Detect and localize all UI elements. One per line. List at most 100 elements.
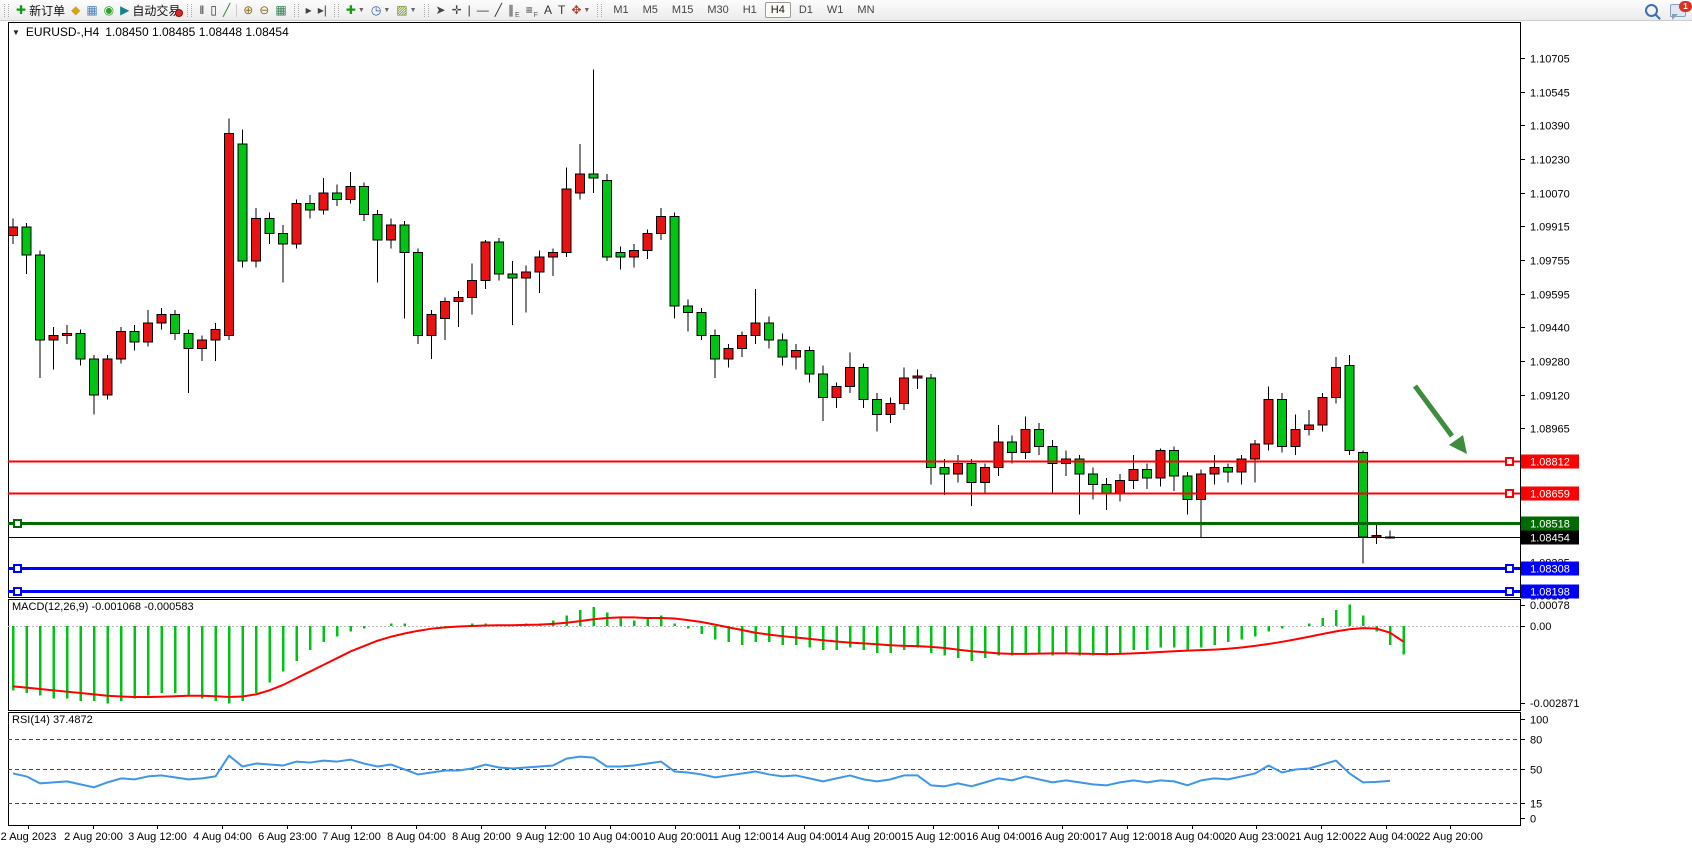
- timeframe-d1-button[interactable]: D1: [798, 4, 813, 16]
- candle: [264, 218, 275, 235]
- trendline-button[interactable]: ╱: [492, 1, 505, 19]
- candle: [669, 216, 680, 307]
- chat-icon[interactable]: 1: [1670, 0, 1692, 20]
- time-tick-label: 10 Aug 04:00: [578, 831, 643, 843]
- auto-scroll-icon: ▸: [305, 3, 312, 17]
- candle: [899, 377, 909, 405]
- time-tick-label: 9 Aug 12:00: [516, 831, 575, 843]
- support-line-blue-2-handle: [1505, 587, 1514, 596]
- search-icon[interactable]: [1645, 3, 1658, 17]
- support-line-blue-1-handle: [1505, 564, 1514, 573]
- time-tick-label: 16 Aug 20:00: [1030, 831, 1095, 843]
- candle: [1358, 452, 1368, 538]
- macd-signal-line: [12, 616, 1405, 699]
- chart-header[interactable]: ▼ EURUSD-,H4 1.08450 1.08485 1.08448 1.0…: [12, 25, 289, 39]
- candle-chart-button[interactable]: ▯: [207, 1, 220, 19]
- candle: [1047, 445, 1058, 464]
- candle: [372, 213, 383, 241]
- time-tick-label: 16 Aug 04:00: [966, 831, 1031, 843]
- timeframe-h4-button[interactable]: H4: [764, 2, 791, 18]
- new-order-button[interactable]: ✚ 新订单: [13, 1, 68, 19]
- candle: [1155, 450, 1166, 479]
- macd-axis-label: 0.00: [1530, 621, 1551, 633]
- tile-windows-button[interactable]: ▦: [272, 1, 289, 19]
- timeframe-w1-button[interactable]: W1: [826, 4, 844, 16]
- text-label-icon: T: [558, 3, 566, 17]
- timeframe-m5-button[interactable]: M5: [642, 4, 658, 16]
- candle: [8, 226, 18, 237]
- support-line-green-price-label: 1.08518: [1530, 519, 1570, 531]
- candle: [1020, 428, 1031, 454]
- candle: [602, 179, 612, 258]
- timeframe-mn-button[interactable]: MN: [857, 4, 875, 16]
- line-chart-button[interactable]: ╱: [220, 1, 233, 19]
- periods-dropdown-icon[interactable]: ▼: [383, 6, 391, 14]
- candle: [1209, 467, 1220, 475]
- auto-scroll-button[interactable]: ▸: [303, 1, 315, 19]
- zoom-out-button[interactable]: ⊖: [256, 1, 272, 19]
- timeframe-h1-button[interactable]: H1: [742, 4, 757, 16]
- candle: [858, 367, 869, 400]
- autotrading-button[interactable]: ▶ 自动交易: [117, 1, 184, 19]
- periods-button[interactable]: ◷ ▼: [368, 1, 393, 19]
- timeframe-m30-button[interactable]: M30: [707, 4, 729, 16]
- vertical-line-button[interactable]: |: [465, 1, 474, 19]
- templates-button[interactable]: ▨ ▼: [393, 1, 419, 19]
- cursor-icon: ➤: [435, 3, 446, 17]
- candle: [1142, 469, 1152, 479]
- support-line-green-handle: [13, 519, 22, 528]
- arrows-dropdown-icon[interactable]: ▼: [583, 6, 591, 14]
- candle: [426, 313, 437, 337]
- current-price-line-price-label: 1.08454: [1530, 533, 1570, 545]
- candle: [197, 339, 207, 349]
- new-order-label: 新订单: [29, 3, 66, 18]
- fibonacci-subletter: F: [533, 12, 538, 19]
- down-trend-arrow-head[interactable]: [1449, 435, 1467, 454]
- candle: [35, 254, 45, 341]
- candle: [494, 241, 504, 275]
- equidistant-channel-button[interactable]: ∥ E: [505, 1, 523, 19]
- indicators-dropdown-icon[interactable]: ▼: [357, 6, 365, 14]
- time-tick-label: 21 Aug 12:00: [1289, 831, 1354, 843]
- macd-indicator-label: MACD(12,26,9) -0.001068 -0.000583: [12, 601, 194, 613]
- price-tick-label: 1.10070: [1530, 189, 1570, 201]
- arrows-button[interactable]: ✥ ▼: [568, 1, 593, 19]
- collapse-chart-icon[interactable]: ▼: [12, 27, 20, 37]
- fibonacci-button[interactable]: ≡ F: [523, 1, 541, 19]
- timeframe-m1-button[interactable]: M1: [613, 4, 629, 16]
- zoom-in-button[interactable]: ⊕: [240, 1, 256, 19]
- signals-button[interactable]: ◉: [101, 1, 117, 19]
- rsi-axis-label: 15: [1530, 799, 1542, 811]
- time-tick-label: 15 Aug 12:00: [901, 831, 966, 843]
- text-button[interactable]: A: [541, 1, 555, 19]
- rsi-indicator-label: RSI(14) 37.4872: [12, 714, 93, 726]
- chart-shift-button[interactable]: ▸|: [315, 1, 330, 19]
- cursor-button[interactable]: ➤: [433, 1, 449, 19]
- crosshair-button[interactable]: ✛: [449, 1, 465, 19]
- down-trend-arrow[interactable]: [1412, 384, 1455, 438]
- styler-button[interactable]: ◆: [68, 1, 83, 19]
- text-label-button[interactable]: T: [555, 1, 568, 19]
- candle: [129, 330, 140, 343]
- candle: [575, 173, 585, 194]
- candle: [885, 403, 896, 415]
- bar-chart-button[interactable]: ‖: [196, 1, 207, 19]
- indicators-button[interactable]: ✚ ▼: [343, 1, 368, 19]
- main-chart-panel[interactable]: [8, 22, 1521, 598]
- macd-axis-label: 0.00078: [1530, 600, 1570, 612]
- timeframe-m15-button[interactable]: M15: [671, 4, 694, 16]
- macd-axis-label: -0.002871: [1530, 698, 1580, 710]
- time-tick-label: 18 Aug 04:00: [1160, 831, 1225, 843]
- macd-panel[interactable]: [8, 599, 1521, 711]
- price-tick-label: 1.10390: [1530, 121, 1570, 133]
- templates-dropdown-icon[interactable]: ▼: [409, 6, 417, 14]
- horizontal-line-button[interactable]: —: [474, 1, 492, 19]
- metaeditor-button[interactable]: ▦: [83, 1, 100, 19]
- candle: [359, 186, 369, 215]
- candle: [683, 305, 693, 313]
- candle: [291, 203, 302, 245]
- candle: [804, 350, 815, 375]
- candle: [926, 377, 936, 469]
- candle: [143, 322, 153, 343]
